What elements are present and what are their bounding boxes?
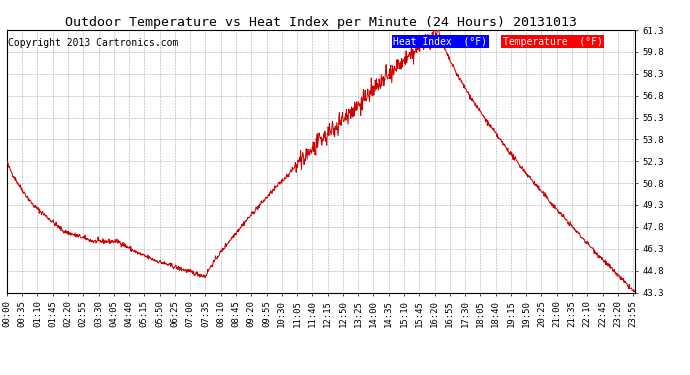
Title: Outdoor Temperature vs Heat Index per Minute (24 Hours) 20131013: Outdoor Temperature vs Heat Index per Mi… xyxy=(65,16,577,29)
Text: Temperature  (°F): Temperature (°F) xyxy=(503,37,603,46)
Text: Copyright 2013 Cartronics.com: Copyright 2013 Cartronics.com xyxy=(8,38,179,48)
Text: Heat Index  (°F): Heat Index (°F) xyxy=(393,37,487,46)
